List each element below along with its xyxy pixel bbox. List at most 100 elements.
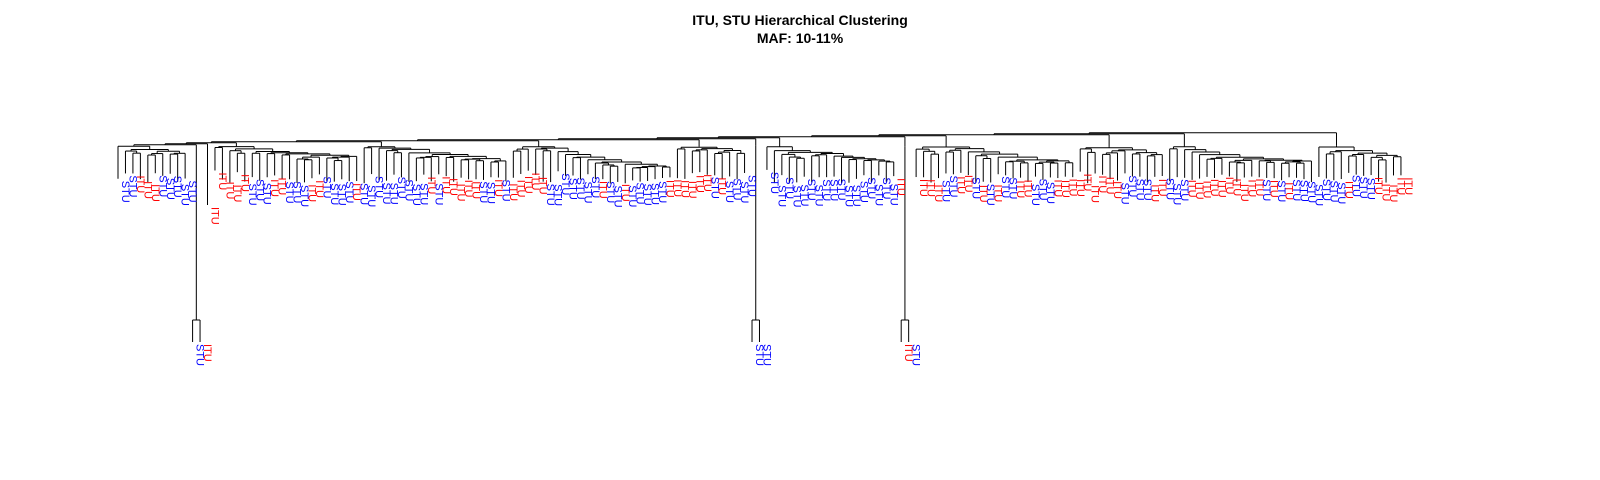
leaf-label-stu: STU [969, 177, 981, 199]
leaf-label-stu: STU [335, 184, 347, 206]
leaf-label-itu: ITU [701, 174, 713, 192]
leaf-label-itu: ITU [470, 181, 482, 199]
leaf-label-stu: STU [574, 178, 586, 200]
leaf-label-itu: ITU [1014, 180, 1026, 198]
leaf-label-stu: STU [499, 180, 511, 202]
leaf-label-stu: STU [410, 184, 422, 206]
leaf-label-stu: STU [171, 176, 183, 198]
leaf-label-stu: STU [567, 178, 579, 200]
leaf-label-itu: ITU [1268, 180, 1280, 198]
leaf-label-stu: STU [649, 183, 661, 205]
leaf-label-stu: STU [373, 176, 385, 198]
leaf-label-itu: ITU [305, 184, 317, 202]
leaf-label-itu: ITU [149, 184, 161, 202]
leaf-label-stu: STU [1029, 184, 1041, 206]
leaf-label-stu: STU [857, 181, 869, 203]
leaf-label-itu: ITU [537, 177, 549, 195]
leaf-label-itu: ITU [1215, 180, 1227, 198]
leaf-label-itu: ITU [925, 179, 937, 197]
leaf-label-itu: ITU [462, 180, 474, 198]
leaf-label-itu: ITU [1059, 180, 1071, 198]
leaf-label-stu: STU [365, 185, 377, 207]
leaf-label-stu: STU [790, 185, 802, 207]
leaf-label-stu: STU [843, 185, 855, 207]
leaf-label-stu: STU [753, 344, 765, 366]
leaf-label-itu: ITU [440, 176, 452, 194]
leaf-label-itu: ITU [455, 184, 467, 202]
leaf-label-itu: ITU [1104, 177, 1116, 195]
leaf-label-stu: STU [641, 184, 653, 206]
leaf-label-stu: STU [798, 184, 810, 206]
leaf-label-stu: STU [1327, 180, 1339, 202]
leaf-label-stu: STU [880, 177, 892, 199]
leaf-label-stu: STU [872, 184, 884, 206]
leaf-label-stu: STU [1365, 178, 1377, 200]
leaf-label-itu: ITU [1081, 174, 1093, 192]
leaf-label-stu: STU [820, 179, 832, 201]
leaf-label-itu: ITU [1186, 180, 1198, 198]
leaf-label-stu: STU [611, 186, 623, 208]
leaf-label-stu: STU [291, 181, 303, 203]
leaf-label-itu: ITU [1148, 184, 1160, 202]
leaf-label-stu: STU [760, 344, 772, 366]
leaf-label-itu: ITU [902, 344, 914, 362]
leaf-label-itu: ITU [201, 344, 213, 362]
leaf-label-stu: STU [164, 178, 176, 200]
leaf-label-itu: ITU [1201, 181, 1213, 199]
leaf-label-stu: STU [253, 179, 265, 201]
leaf-label-itu: ITU [977, 185, 989, 203]
leaf-label-stu: STU [395, 177, 407, 199]
leaf-label-stu: STU [358, 183, 370, 205]
leaf-label-itu: ITU [1022, 180, 1034, 198]
leaf-label-stu: STU [402, 179, 414, 201]
leaf-label-itu: ITU [917, 179, 929, 197]
leaf-label-itu: ITU [268, 179, 280, 197]
leaf-label-itu: ITU [1387, 185, 1399, 203]
leaf-label-stu: STU [656, 181, 668, 203]
leaf-label-itu: ITU [1372, 177, 1384, 195]
leaf-label-stu: STU [186, 181, 198, 203]
leaf-label-stu: STU [119, 181, 131, 203]
leaf-label-stu: STU [835, 179, 847, 201]
dendrogram-branches [117, 132, 1402, 342]
leaf-label-stu: STU [432, 183, 444, 205]
leaf-label-itu: ITU [276, 177, 288, 195]
leaf-label-stu: STU [156, 175, 168, 197]
leaf-label-itu: ITU [425, 177, 437, 195]
leaf-label-itu: ITU [678, 180, 690, 198]
leaf-label-itu: ITU [141, 181, 153, 199]
leaf-label-stu: STU [1335, 182, 1347, 204]
leaf-label-stu: STU [1171, 183, 1183, 205]
leaf-label-stu: STU [179, 184, 191, 206]
leaf-label-stu: STU [1007, 177, 1019, 199]
leaf-label-itu: ITU [1223, 177, 1235, 195]
leaf-label-stu: STU [723, 181, 735, 203]
leaf-label-stu: STU [634, 182, 646, 204]
leaf-label-itu: ITU [492, 179, 504, 197]
leaf-label-itu: ITU [693, 175, 705, 193]
leaf-label-stu: STU [887, 184, 899, 206]
leaf-label-stu: STU [1320, 179, 1332, 201]
leaf-label-stu: STU [328, 183, 340, 205]
leaf-label-stu: STU [1163, 178, 1175, 200]
leaf-label-stu: STU [343, 181, 355, 203]
leaf-label-stu: STU [775, 185, 787, 207]
leaf-label-stu: STU [246, 184, 258, 206]
leaf-label-itu: ITU [1238, 184, 1250, 202]
leaf-label-stu: STU [746, 175, 758, 197]
leaf-label-itu: ITU [522, 176, 534, 194]
leaf-label-stu: STU [1350, 175, 1362, 197]
leaf-label-itu: ITU [1402, 177, 1414, 195]
leaf-label-itu: ITU [1074, 179, 1086, 197]
leaf-label-stu: STU [999, 176, 1011, 198]
leaf-label-itu: ITU [134, 175, 146, 193]
leaf-label-stu: STU [865, 177, 877, 199]
leaf-label-stu: STU [850, 185, 862, 207]
leaf-label-itu: ITU [962, 175, 974, 193]
leaf-label-stu: STU [1357, 177, 1369, 199]
leaf-label-stu: STU [320, 176, 332, 198]
leaf-label-itu: ITU [1208, 179, 1220, 197]
leaf-label-stu: STU [1141, 179, 1153, 201]
leaf-label-itu: ITU [1394, 177, 1406, 195]
leaf-label-itu: ITU [895, 178, 907, 196]
